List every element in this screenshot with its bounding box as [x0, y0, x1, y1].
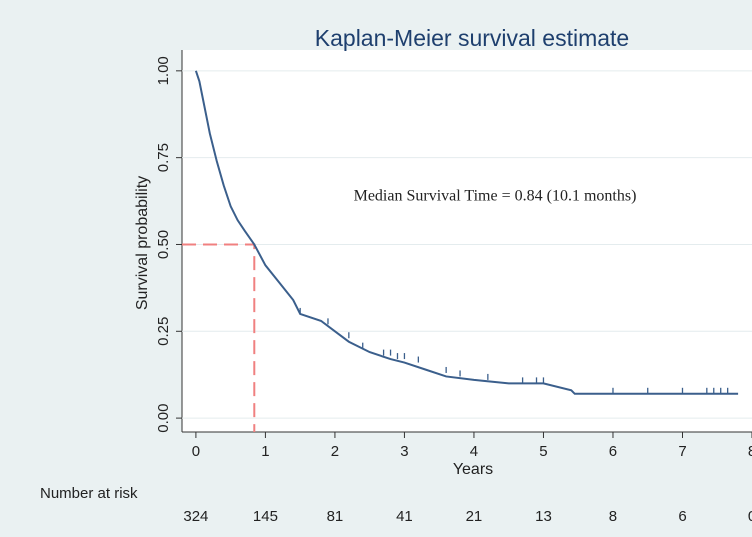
x-tick-label: 8: [748, 443, 752, 460]
at-risk-value: 145: [253, 508, 278, 525]
x-axis-label: Years: [453, 461, 493, 478]
at-risk-value: 324: [183, 508, 208, 525]
annotation: Median Survival Time = 0.84 (10.1 months…: [354, 188, 637, 205]
at-risk-value: 6: [678, 508, 686, 525]
at-risk-value: 21: [466, 508, 483, 525]
chart-title: Kaplan-Meier survival estimate: [315, 25, 629, 51]
at-risk-value: 0: [748, 508, 752, 525]
x-tick-label: 6: [609, 443, 617, 460]
x-tick-label: 0: [192, 443, 200, 460]
at-risk-value: 13: [535, 508, 552, 525]
x-tick-label: 2: [331, 443, 339, 460]
at-risk-value: 81: [327, 508, 344, 525]
at-risk-label: Number at risk: [40, 485, 138, 502]
x-tick-label: 1: [261, 443, 269, 460]
plot-area: [182, 50, 752, 432]
y-tick-label: 1.00: [155, 56, 172, 85]
x-tick-label: 7: [678, 443, 686, 460]
x-tick-label: 3: [400, 443, 408, 460]
y-tick-label: 0.75: [155, 143, 172, 172]
x-tick-label: 5: [539, 443, 547, 460]
y-tick-label: 0.50: [155, 230, 172, 259]
y-tick-label: 0.25: [155, 317, 172, 346]
y-axis-label: Survival probability: [134, 176, 151, 310]
y-tick-label: 0.00: [155, 404, 172, 433]
at-risk-value: 41: [396, 508, 413, 525]
survival-curve: [194, 70, 739, 395]
at-risk-value: 8: [609, 508, 617, 525]
x-tick-label: 4: [470, 443, 478, 460]
